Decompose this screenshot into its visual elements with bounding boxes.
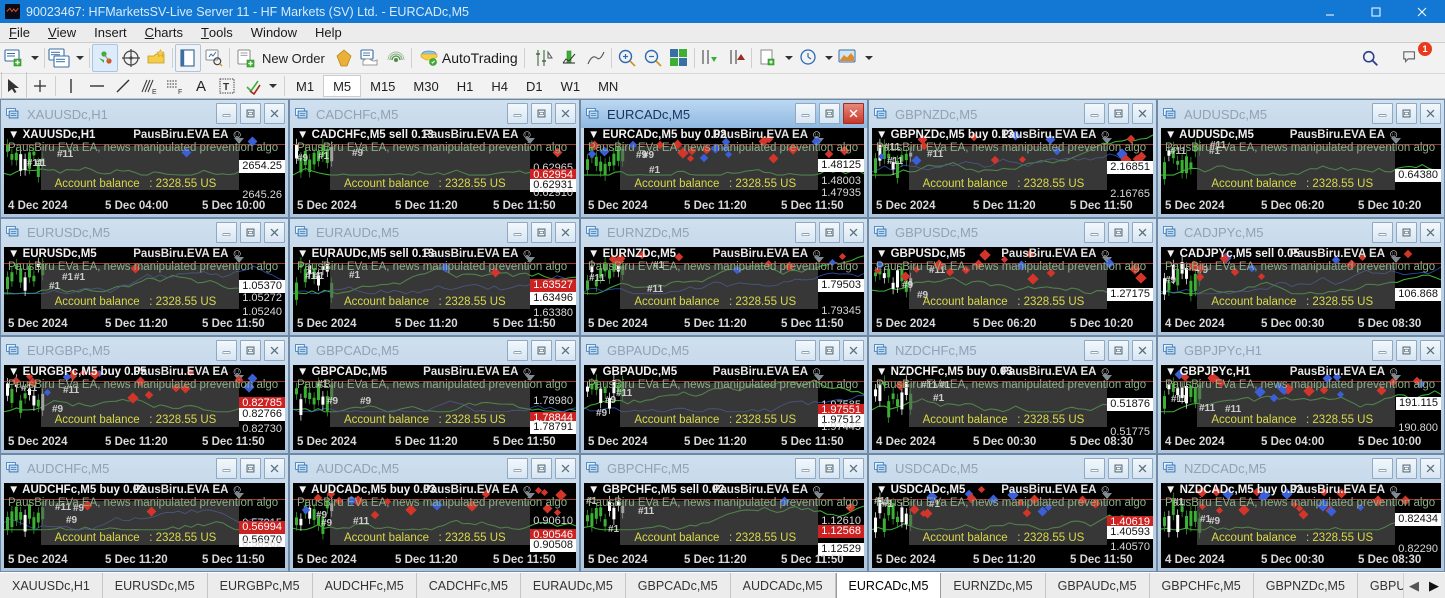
svg-text:F: F: [178, 89, 182, 95]
svg-text:E: E: [152, 89, 157, 95]
svg-text:T: T: [223, 82, 229, 93]
